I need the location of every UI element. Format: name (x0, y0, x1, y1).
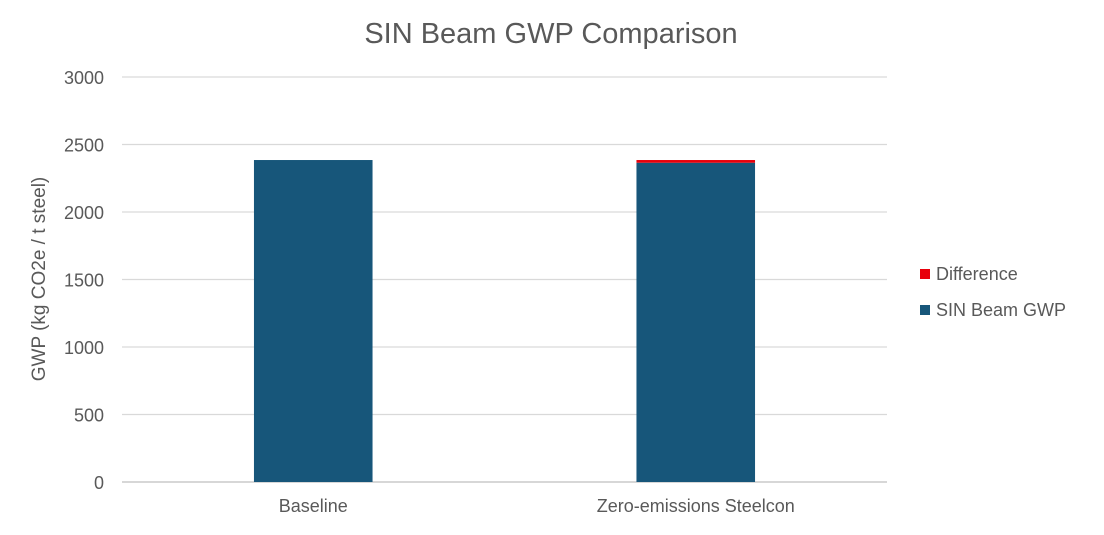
bar-sin-beam-gwp-1 (636, 162, 756, 482)
legend-swatch (920, 269, 930, 279)
gridlines (122, 76, 887, 483)
y-tick-label: 1500 (64, 271, 104, 291)
y-tick-label: 1000 (64, 338, 104, 358)
legend: Difference SIN Beam GWP (920, 264, 1066, 320)
x-tick-label: Zero-emissions Steelcon (597, 496, 795, 516)
chart-title: SIN Beam GWP Comparison (364, 18, 737, 50)
y-tick-label: 500 (74, 406, 104, 426)
y-tick-label: 2500 (64, 136, 104, 156)
bar-sin-beam-gwp-0 (253, 160, 373, 482)
legend-label: Difference (936, 264, 1018, 284)
legend-swatch (920, 305, 930, 315)
bar-difference-1 (636, 160, 756, 163)
y-tick-label: 0 (94, 473, 104, 493)
y-axis-ticks: 0 500 1000 1500 2000 2500 3000 (64, 68, 104, 493)
y-axis-label: GWP (kg CO2e / t steel) (29, 177, 50, 381)
x-tick-label: Baseline (279, 496, 348, 516)
legend-label: SIN Beam GWP (936, 300, 1066, 320)
bars (253, 160, 756, 482)
y-tick-label: 3000 (64, 68, 104, 88)
y-tick-label: 2000 (64, 203, 104, 223)
x-axis-ticks: Baseline Zero-emissions Steelcon (279, 496, 795, 516)
